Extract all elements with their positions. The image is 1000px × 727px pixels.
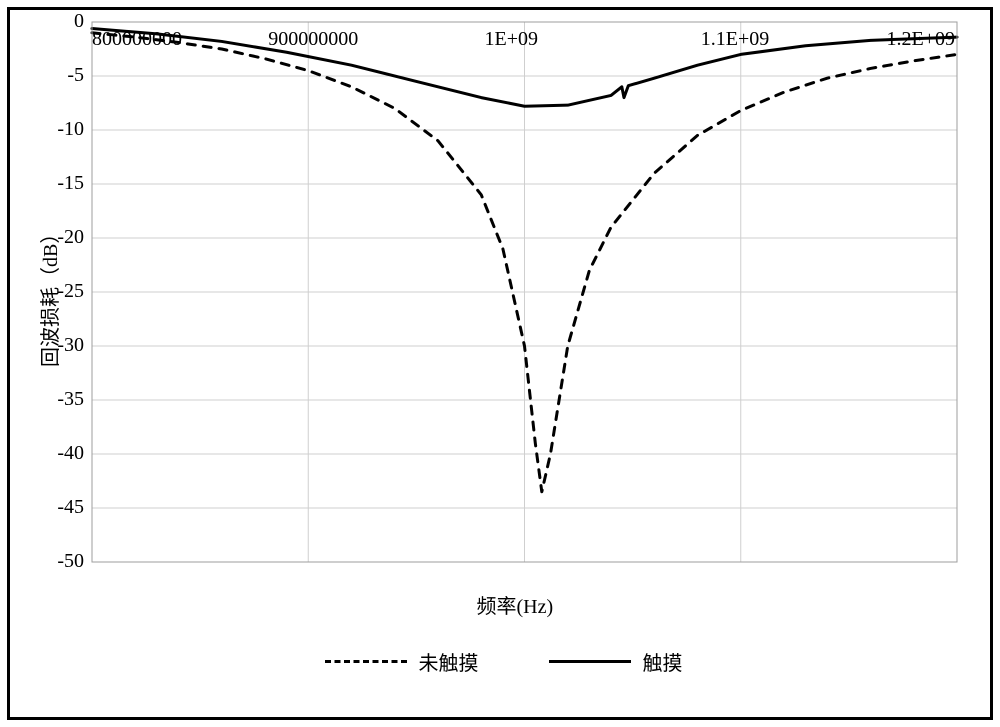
x-tick-label: 1.1E+09 — [701, 28, 770, 51]
figure-container: 0-5-10-15-20-25-30-35-40-45-50 800000000… — [0, 0, 1000, 727]
y-tick-label: -35 — [57, 388, 84, 411]
legend-entry: 触摸 — [549, 647, 683, 676]
legend-line-sample — [325, 660, 407, 663]
x-tick-label: 1.2E+09 — [887, 28, 956, 51]
legend-line-sample — [549, 660, 631, 663]
y-tick-label: 0 — [74, 10, 84, 33]
y-tick-label: -5 — [67, 64, 84, 87]
y-tick-label: -10 — [57, 118, 84, 141]
legend-entry: 未触摸 — [325, 647, 479, 676]
y-axis-label: 回波损耗（dB） — [34, 224, 63, 367]
y-tick-label: -50 — [57, 550, 84, 573]
x-tick-label: 1E+09 — [485, 28, 539, 51]
y-tick-label: -40 — [57, 442, 84, 465]
legend-label: 触摸 — [643, 647, 683, 676]
x-tick-label: 800000000 — [92, 28, 182, 51]
x-tick-label: 900000000 — [268, 28, 358, 51]
x-axis-label: 频率(Hz) — [477, 590, 554, 619]
legend-label: 未触摸 — [419, 647, 479, 676]
legend: 未触摸 触摸 — [325, 647, 683, 676]
y-tick-label: -45 — [57, 496, 84, 519]
y-tick-label: -15 — [57, 172, 84, 195]
